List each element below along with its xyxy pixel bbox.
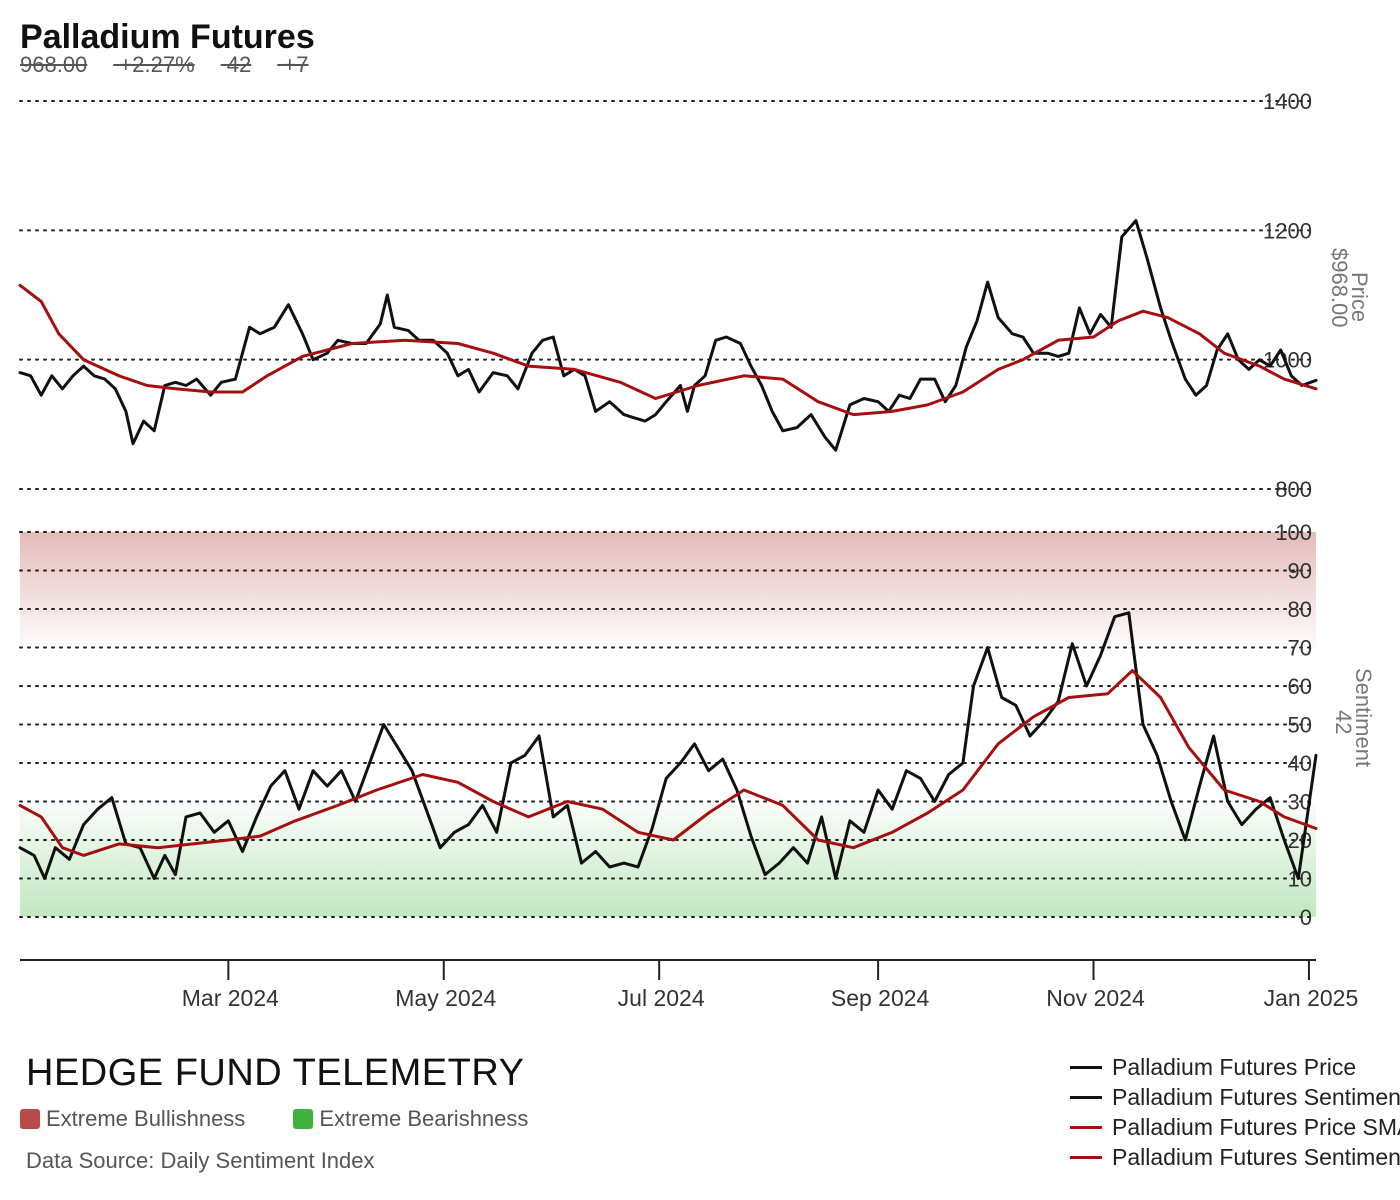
- price-axis-value: $968.00: [1327, 248, 1352, 328]
- y-tick-label: 90: [1288, 559, 1312, 584]
- legend-line-icon: [1070, 1065, 1102, 1069]
- sentiment-bands: [20, 532, 1316, 917]
- zone-legend: Extreme Bullishness Extreme Bearishness: [20, 1106, 576, 1132]
- gridlines: [19, 100, 1317, 918]
- zone-legend-bearish: Extreme Bearishness: [293, 1106, 528, 1132]
- legend-item-sentiment[interactable]: Palladium Futures Sentiment: [1070, 1082, 1400, 1112]
- bullish-swatch-icon: [20, 1109, 40, 1129]
- data-source: Data Source: Daily Sentiment Index: [26, 1148, 375, 1173]
- sentiment-axis-label: Sentiment: [1351, 668, 1376, 767]
- y-tick-label: 20: [1288, 828, 1312, 853]
- y-tick-label: 80: [1288, 597, 1312, 622]
- y-tick-label: 40: [1288, 751, 1312, 776]
- y-tick-label: 1400: [1263, 89, 1312, 114]
- last-price: 968.00: [20, 52, 88, 77]
- chart-title: Palladium Futures: [20, 18, 315, 56]
- legend-line-icon: [1070, 1155, 1102, 1159]
- legend-line-icon: [1070, 1125, 1102, 1129]
- x-tick-label: Sep 2024: [831, 985, 930, 1011]
- y-tick-label: 1200: [1263, 218, 1312, 243]
- legend-label: Palladium Futures Sentiment: [1112, 1083, 1400, 1110]
- sentiment-change: +7: [283, 52, 309, 77]
- legend-line-icon: [1070, 1095, 1102, 1099]
- legend-label: Palladium Futures Price: [1112, 1053, 1357, 1080]
- price-axis-label: Price: [1347, 272, 1372, 322]
- band-extreme-bullishness: [20, 532, 1316, 648]
- series-legend: Palladium Futures Price Palladium Future…: [1070, 1052, 1400, 1172]
- legend-item-sentiment-sma[interactable]: Palladium Futures Sentiment SMA: [1070, 1142, 1400, 1172]
- zone-legend-label: Extreme Bullishness: [46, 1106, 246, 1131]
- x-tick-label: Nov 2024: [1046, 985, 1145, 1011]
- y-tick-label: 100: [1275, 520, 1312, 545]
- sentiment-line: [18, 611, 1318, 880]
- y-tick-label: 800: [1275, 477, 1312, 502]
- x-axis: Mar 2024 May 2024 Jul 2024 Sep 2024 Nov 2024…: [20, 959, 1359, 1011]
- legend-item-price-sma[interactable]: Palladium Futures Price SMA: [1070, 1112, 1400, 1142]
- x-tick-label: Jan 2025: [1264, 985, 1359, 1011]
- y-tick-label: 0: [1300, 905, 1312, 930]
- zone-legend-label: Extreme Bearishness: [319, 1106, 529, 1131]
- y-tick-label: 50: [1288, 713, 1312, 738]
- bearish-swatch-icon: [293, 1109, 314, 1129]
- price-change: +2.27%: [119, 52, 195, 77]
- y-tick-label: 70: [1288, 636, 1312, 661]
- legend-label: Palladium Futures Price SMA: [1112, 1113, 1400, 1140]
- legend-item-price[interactable]: Palladium Futures Price: [1070, 1052, 1400, 1082]
- x-tick-label: Mar 2024: [182, 985, 279, 1011]
- zone-legend-bullish: Extreme Bullishness: [20, 1106, 245, 1132]
- quote-stats: 968.00 +2.27% 42 +7: [20, 52, 334, 78]
- price-sma-line: [18, 283, 1318, 417]
- series-lines: [18, 219, 1318, 880]
- x-tick-label: May 2024: [395, 985, 496, 1011]
- price-line: [18, 219, 1318, 452]
- brand-logo-text: HEDGE FUND TELEMETRY: [26, 1052, 525, 1094]
- sentiment-sma-line: [18, 669, 1318, 857]
- legend-label: Palladium Futures Sentiment SMA: [1112, 1143, 1400, 1170]
- y-tick-label: 60: [1288, 674, 1312, 699]
- sentiment-axis-value: 42: [1331, 710, 1356, 734]
- band-extreme-bearishness: [20, 801, 1316, 917]
- x-tick-label: Jul 2024: [618, 985, 705, 1011]
- sentiment-reading: 42: [226, 52, 252, 77]
